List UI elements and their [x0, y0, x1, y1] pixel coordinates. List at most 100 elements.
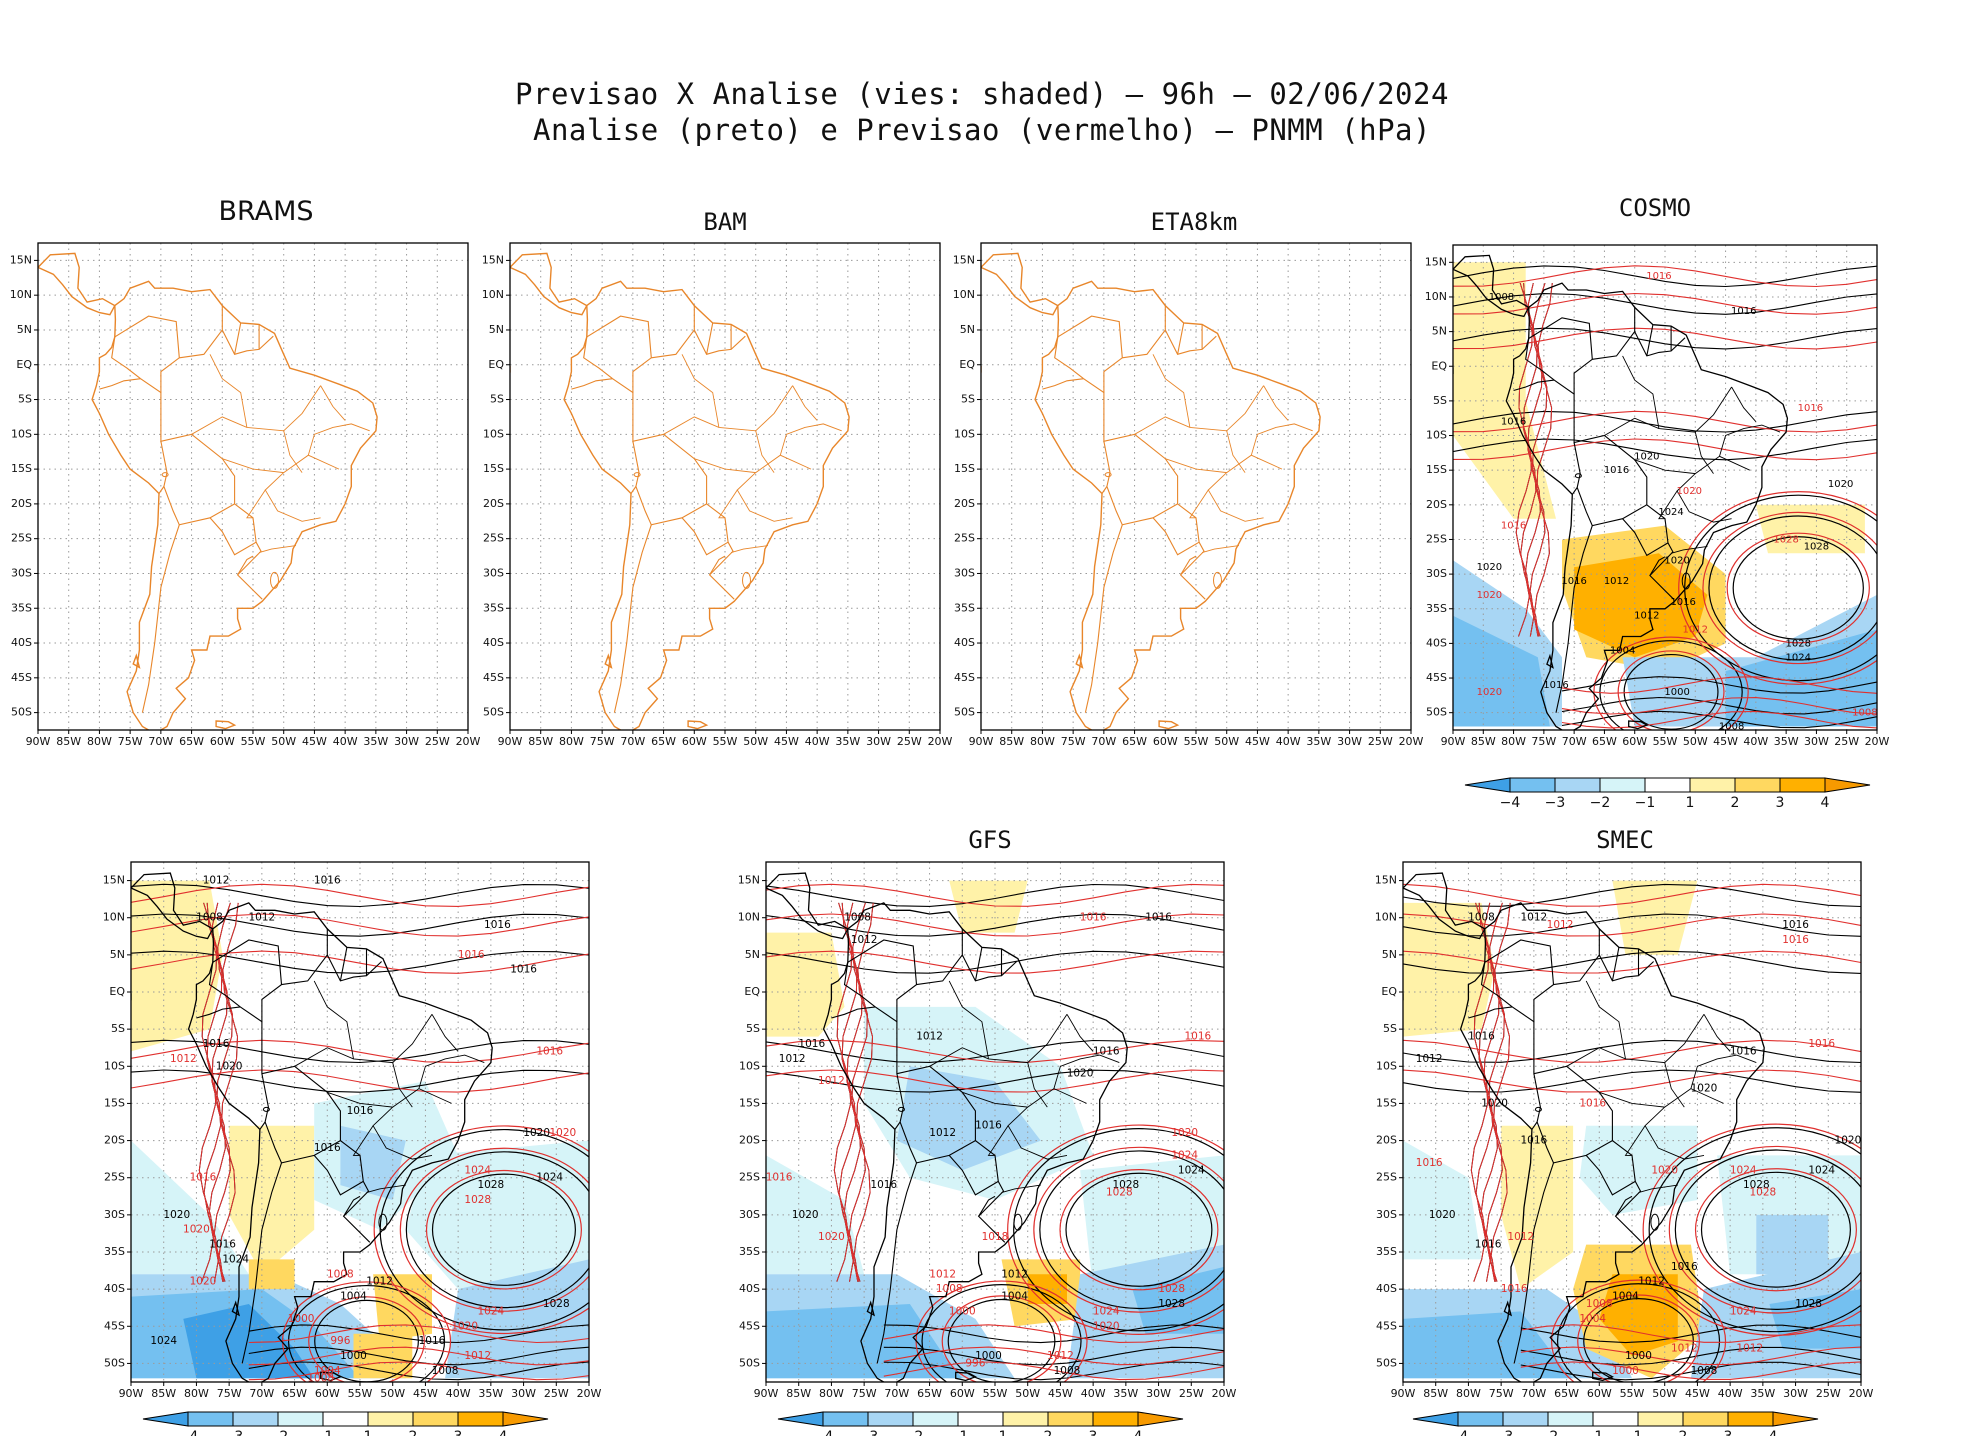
country-border: [1553, 928, 1600, 986]
lon-tick-label: 85W: [151, 1387, 176, 1400]
state-border: [264, 472, 321, 522]
isobar-contour: [1013, 1128, 1224, 1332]
lat-tick-label: 35S: [954, 601, 975, 614]
lon-tick-label: 70W: [1521, 1387, 1546, 1400]
lon-tick-label: 55W: [1184, 735, 1209, 748]
lat-tick-label: 5S: [1383, 1022, 1397, 1035]
lon-tick-label: 85W: [786, 1387, 811, 1400]
isobar-contour: [1403, 913, 1861, 937]
lon-tick-label: 25W: [897, 735, 922, 748]
bias-shade: [1403, 1140, 1482, 1260]
forecast-contour-label: 1012: [929, 1268, 956, 1280]
state-border: [663, 385, 793, 435]
analysis-contour-label: 1028: [1743, 1179, 1770, 1191]
lon-tick-label: 50W: [271, 735, 296, 748]
lat-tick-label: 5N: [1382, 948, 1397, 961]
lon-tick-label: 85W: [1423, 1387, 1448, 1400]
isobar-contour: [287, 1284, 446, 1382]
lon-tick-label: 80W: [1456, 1387, 1481, 1400]
lon-tick-label: 25W: [544, 1387, 569, 1400]
country-border: [237, 555, 254, 576]
analysis-contour-label: 1024: [1808, 1164, 1835, 1176]
colorbar-label: 2: [1044, 1429, 1053, 1436]
forecast-contour-label: 1012: [170, 1053, 197, 1065]
colorbar-segment: [1412, 1411, 1459, 1427]
country-border: [1553, 379, 1675, 601]
forecast-contour-label: 1028: [464, 1194, 491, 1206]
isobar-contour: [1033, 1146, 1224, 1313]
analysis-contour-label: 1016: [1670, 597, 1695, 608]
state-border: [1226, 430, 1246, 473]
isobar-contour: [131, 883, 589, 908]
analysis-contour-label: 1016: [1145, 912, 1172, 924]
lat-tick-label: 10N: [1425, 290, 1447, 303]
state-border: [1719, 424, 1781, 457]
lon-tick-label: 20W: [1865, 735, 1890, 748]
coastline: [766, 872, 849, 940]
country-border: [1513, 379, 1555, 392]
state-border: [929, 1014, 1068, 1067]
lon-tick-label: 30W: [511, 1387, 536, 1400]
colorbar-label: 3: [1089, 1429, 1098, 1436]
state-border: [1189, 489, 1209, 519]
forecast-contour-label: 1008: [1852, 708, 1877, 719]
lon-tick-label: 45W: [413, 1387, 438, 1400]
lake: [742, 571, 751, 589]
country-border: [1622, 518, 1669, 557]
country-border: [1177, 322, 1185, 355]
isobar-contour: [131, 913, 589, 937]
country-border: [1592, 307, 1636, 360]
country-border: [339, 947, 348, 982]
forecast-contour-label: 1016: [1501, 521, 1526, 532]
colorbar-segment: [1547, 1411, 1594, 1427]
analysis-contour-label: 1016: [1093, 1045, 1120, 1057]
lat-tick-label: 45S: [739, 1319, 760, 1332]
lat-tick-label: 10S: [11, 427, 32, 440]
lon-tick-label: 70W: [884, 1387, 909, 1400]
island: [866, 1300, 876, 1317]
lon-tick-label: 20W: [1212, 1387, 1237, 1400]
colorbar-label: −2: [903, 1429, 924, 1436]
state-border: [779, 423, 842, 456]
lat-tick-label: 25S: [483, 532, 504, 545]
coastline: [187, 902, 493, 1382]
analysis-contour-label: 1016: [484, 919, 511, 931]
state-border: [209, 354, 248, 428]
country-border: [281, 928, 328, 986]
isobar-contour: [1520, 1324, 1861, 1343]
analysis-contour-label: 1024: [536, 1172, 563, 1184]
country-border: [1634, 331, 1686, 357]
forecast-contour-label: 1024: [1730, 1164, 1757, 1176]
analysis-contour-label: 1012: [1634, 611, 1659, 622]
country-border: [948, 1155, 999, 1196]
state-border: [1694, 431, 1714, 474]
isobar-contour: [1403, 1039, 1861, 1064]
analysis-contour-label: 1008: [1468, 912, 1495, 924]
lon-tick-label: 30W: [1783, 1387, 1808, 1400]
lat-tick-label: 20S: [954, 497, 975, 510]
lon-tick-label: 80W: [87, 735, 112, 748]
forecast-contour-label: 1008: [1586, 1298, 1613, 1310]
state-border: [294, 1014, 433, 1067]
map-body: 1008 1012 1016 1016 1012 1016 1020 1020 1020 1016…: [1403, 862, 1861, 1382]
forecast-contour-label: 1028: [1749, 1187, 1776, 1199]
analysis-contour-label: 1028: [543, 1298, 570, 1310]
lon-tick-label: 65W: [1122, 735, 1147, 748]
country-border: [141, 524, 180, 713]
lon-tick-label: 80W: [1501, 735, 1526, 748]
isobar-contour: [1453, 438, 1877, 461]
lon-tick-label: 60W: [1622, 735, 1647, 748]
state-border: [792, 385, 818, 421]
state-border: [948, 980, 989, 1059]
lon-tick-label: 45W: [1048, 1387, 1073, 1400]
bias-shade: [1612, 880, 1698, 955]
isobar-contour: [883, 1324, 1224, 1343]
country-border: [179, 305, 223, 359]
colorbar-label: −3: [1493, 1429, 1514, 1436]
state-border: [718, 489, 738, 519]
country-border: [709, 555, 726, 576]
colorbar-label: −4: [1500, 795, 1521, 811]
lon-tick-label: 75W: [590, 735, 615, 748]
state-border: [1690, 1054, 1757, 1089]
